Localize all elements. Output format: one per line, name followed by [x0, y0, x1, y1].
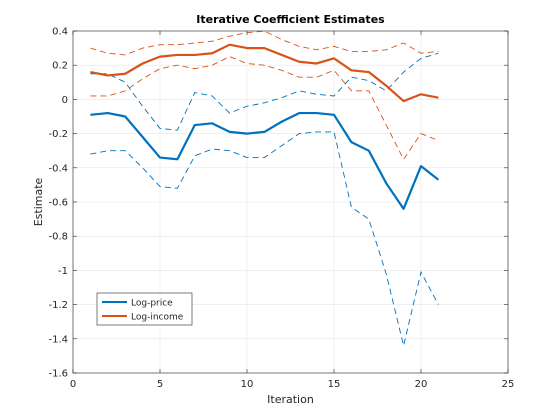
y-tick-label: -1.2	[48, 300, 68, 311]
x-tick-label: 15	[328, 379, 341, 390]
x-tick-label: 25	[502, 379, 515, 390]
x-tick-label: 20	[415, 379, 428, 390]
legend-box	[96, 292, 193, 326]
y-tick-label: -1.4	[48, 334, 68, 345]
chart-title: Iterative Coefficient Estimates	[196, 13, 385, 26]
y-tick-label: 0	[62, 95, 68, 106]
y-tick-label: -0.6	[48, 198, 68, 209]
y-axis-label: Estimate	[32, 177, 45, 226]
series-log-price-upper-band	[90, 52, 439, 131]
y-tick-label: 0.2	[52, 61, 68, 72]
legend-label-log-income: Log-income	[131, 313, 184, 323]
y-tick-label: -1	[58, 266, 68, 277]
series-log-price-lower-band	[90, 131, 439, 346]
x-tick-label: 10	[241, 379, 254, 390]
y-tick-label: -0.2	[48, 129, 68, 140]
y-tick-label: 0.4	[52, 27, 68, 38]
axis-ticks: 0 5 10 15 20 25 -1.6 -1.4 -1.2 -1 -0.8 -0.6 -0.4 -0.2…	[48, 27, 514, 391]
legend: Log-price Log-income	[96, 292, 193, 326]
series-lines	[90, 30, 440, 346]
y-tick-label: -0.4	[48, 163, 68, 174]
y-tick-label: -0.8	[48, 232, 68, 243]
series-log-income-lower-band	[90, 56, 439, 161]
series-log-income-line	[90, 43, 439, 103]
legend-label-log-price: Log-price	[131, 299, 173, 309]
series-log-income-upper-band	[90, 30, 439, 56]
series-log-price-line	[90, 111, 440, 210]
x-tick-label: 5	[157, 379, 163, 390]
y-tick-label: -1.6	[48, 369, 68, 380]
x-axis-label: Iteration	[267, 393, 314, 406]
x-tick-label: 0	[70, 379, 76, 390]
